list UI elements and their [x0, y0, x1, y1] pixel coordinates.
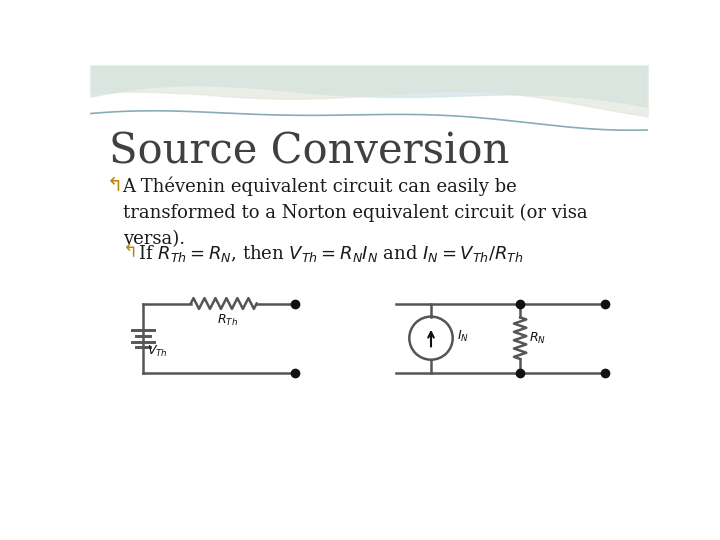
- Text: Source Conversion: Source Conversion: [109, 130, 510, 172]
- Text: A Thévenin equivalent circuit can easily be
transformed to a Norton equivalent c: A Thévenin equivalent circuit can easily…: [122, 177, 588, 248]
- Text: $V_{Th}$: $V_{Th}$: [147, 345, 168, 360]
- Text: ↰: ↰: [107, 177, 123, 195]
- Text: $R_{Th}$: $R_{Th}$: [217, 313, 238, 328]
- Text: $I_N$: $I_N$: [457, 329, 469, 344]
- Text: If $R_{Th} = R_N$, then $V_{Th} = R_N I_N$ and $I_N = V_{Th}/R_{Th}$: If $R_{Th} = R_N$, then $V_{Th} = R_N I_…: [138, 244, 523, 265]
- Text: ↰: ↰: [122, 244, 138, 261]
- Text: $R_N$: $R_N$: [529, 330, 546, 346]
